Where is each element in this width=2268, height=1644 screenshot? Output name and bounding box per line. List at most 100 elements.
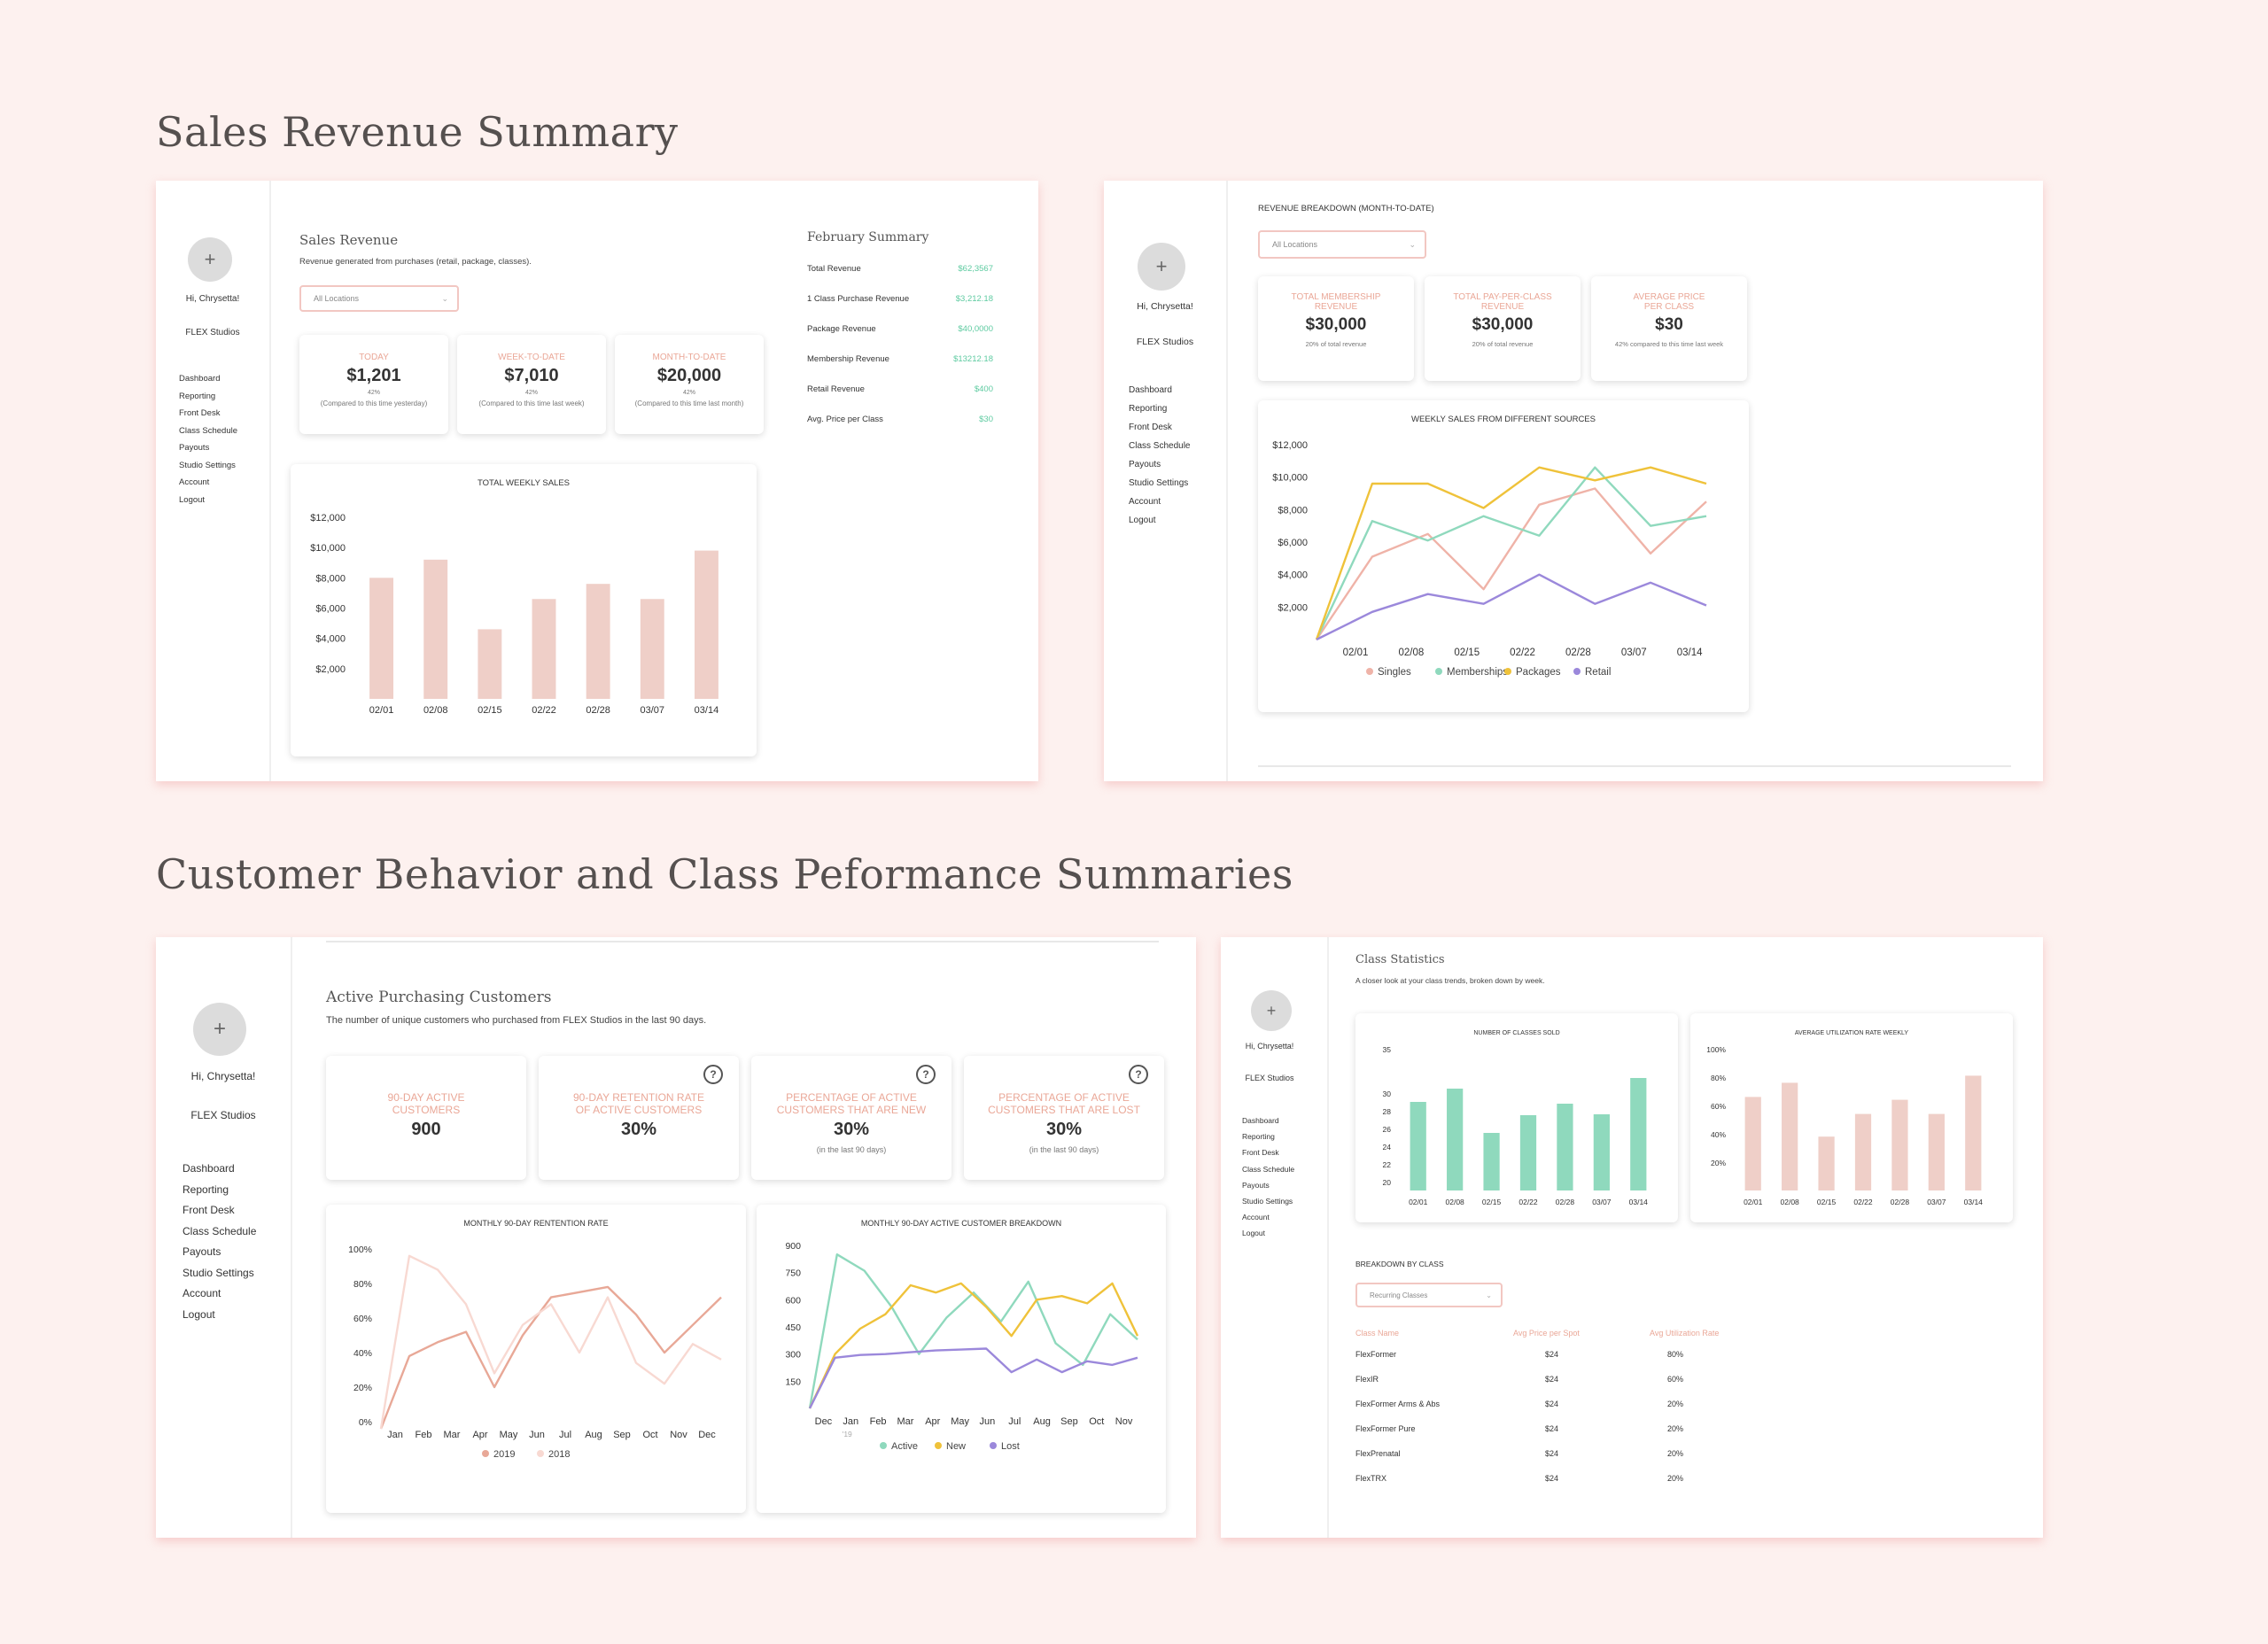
bar (1854, 1113, 1872, 1190)
legend-label: Packages (1516, 667, 1561, 678)
location-select[interactable]: All Locations ⌄ (299, 285, 459, 312)
chart-title: TOTAL WEEKLY SALES (478, 478, 570, 488)
nav-item-dashboard[interactable]: Dashboard (183, 1162, 235, 1175)
avatar[interactable]: + (1138, 243, 1185, 291)
greeting: Hi, Chrysetta! (190, 1070, 256, 1082)
summary-label: 1 Class Purchase Revenue (807, 294, 910, 304)
nav-item-reporting[interactable]: Reporting (183, 1183, 229, 1196)
sidebar: + Hi, Chrysetta! FLEX Studios Dashboard … (1221, 937, 1329, 1538)
y-tick-label: 35 (1383, 1045, 1392, 1054)
nav-item-front-desk[interactable]: Front Desk (1129, 423, 1172, 432)
nav-item-dashboard[interactable]: Dashboard (179, 374, 221, 384)
x-tick-label: 03/14 (695, 705, 719, 716)
active-breakdown-chart: MONTHLY 90-DAY ACTIVE CUSTOMER BREAKDOWN… (785, 1219, 1139, 1452)
nav-item-front-desk[interactable]: Front Desk (183, 1204, 235, 1216)
nav-item-logout[interactable]: Logout (179, 494, 206, 505)
avatar[interactable]: + (193, 1003, 246, 1056)
nav-item-logout[interactable]: Logout (1242, 1229, 1265, 1238)
studio-name: FLEX Studios (1245, 1074, 1294, 1082)
nav-item-front-desk[interactable]: Front Desk (179, 408, 221, 418)
nav-item-account[interactable]: Account (1129, 497, 1161, 507)
bar (1557, 1104, 1573, 1190)
nav-item-payouts[interactable]: Payouts (179, 443, 210, 453)
avg-utilization: 60% (1667, 1375, 1684, 1384)
location-select[interactable]: All Locations ⌄ (1258, 230, 1426, 259)
card-value: 30% (833, 1120, 870, 1139)
y-tick-label: $10,000 (310, 543, 346, 554)
nav-item-reporting[interactable]: Reporting (1129, 404, 1168, 414)
legend-label: Singles (1378, 667, 1411, 678)
series-line (1316, 573, 1707, 641)
nav-item-class-schedule[interactable]: Class Schedule (1242, 1164, 1295, 1174)
bar (1782, 1082, 1798, 1190)
nav-item-studio-settings[interactable]: Studio Settings (1129, 478, 1189, 488)
nav-item-studio-settings[interactable]: Studio Settings (183, 1266, 254, 1279)
chart-card-avg-utilization: AVERAGE UTILIZATION RATE WEEKLY 20% 40% 60%… (1690, 1013, 2013, 1222)
column-header: Avg Utilization Rate (1650, 1329, 1720, 1338)
bar (532, 599, 556, 699)
section-subtitle: Revenue generated from purchases (retail… (299, 257, 532, 267)
bar (1593, 1114, 1610, 1190)
help-icon[interactable]: ? (703, 1065, 723, 1084)
bar (478, 629, 502, 699)
nav-item-class-schedule[interactable]: Class Schedule (1129, 441, 1191, 451)
y-tick-label: 450 (785, 1322, 801, 1333)
nav-item-studio-settings[interactable]: Studio Settings (1242, 1197, 1293, 1206)
section-title: Active Purchasing Customers (326, 989, 552, 1006)
legend-label: 2019 (493, 1449, 515, 1460)
nav-item-reporting[interactable]: Reporting (179, 391, 216, 401)
nav-item-front-desk[interactable]: Front Desk (1242, 1148, 1279, 1158)
help-icon[interactable]: ? (1129, 1065, 1148, 1084)
revenue-breakdown-panel: + Hi, Chrysetta! FLEX Studios Dashboard … (1104, 181, 2043, 781)
nav-item-logout[interactable]: Logout (183, 1307, 215, 1321)
y-tick-label: $10,000 (1272, 473, 1308, 484)
y-tick-label: 26 (1383, 1125, 1392, 1134)
avatar[interactable]: + (188, 237, 232, 282)
y-tick-label: 100% (1706, 1045, 1726, 1054)
nav-item-reporting[interactable]: Reporting (1242, 1132, 1275, 1142)
x-tick-label: Apr (925, 1416, 940, 1427)
nav-item-account[interactable]: Account (1242, 1213, 1270, 1222)
summary-value: $62,3567 (958, 264, 993, 274)
summary-label: Package Revenue (807, 324, 876, 334)
nav-item-payouts[interactable]: Payouts (1242, 1180, 1270, 1190)
card-value: $30 (1655, 315, 1683, 334)
nav-item-class-schedule[interactable]: Class Schedule (183, 1224, 257, 1237)
x-tick-label: Oct (1089, 1416, 1104, 1427)
summary-row: Retail Revenue $400 (807, 384, 993, 394)
summary-row: Total Revenue $62,3567 (807, 264, 993, 274)
nav-item-studio-settings[interactable]: Studio Settings (179, 460, 236, 470)
card-note: 42% compared to this time last week (1614, 340, 1724, 348)
nav-item-account[interactable]: Account (183, 1287, 221, 1299)
nav-item-account[interactable]: Account (179, 477, 210, 487)
card-value: 900 (411, 1120, 441, 1139)
series-line (1315, 466, 1707, 640)
nav-item-class-schedule[interactable]: Class Schedule (179, 425, 238, 436)
nav-item-dashboard[interactable]: Dashboard (1129, 385, 1172, 395)
x-tick-label: Jul (1008, 1416, 1021, 1427)
nav-item-logout[interactable]: Logout (1129, 516, 1156, 525)
section-title: Class Statistics (1355, 953, 1445, 966)
class-type-select[interactable]: Recurring Classes ⌄ (1355, 1283, 1503, 1307)
y-tick-label: 24 (1383, 1143, 1392, 1152)
nav-item-payouts[interactable]: Payouts (1129, 460, 1161, 469)
bar (1447, 1089, 1464, 1190)
y-tick-label: 20% (353, 1383, 372, 1393)
card-label: CUSTOMERS THAT ARE NEW (776, 1104, 927, 1116)
y-tick-label: $12,000 (310, 513, 346, 523)
y-tick-label: 40% (1711, 1130, 1726, 1139)
x-tick-label: 02/15 (1482, 1198, 1502, 1206)
stat-card-active-customers: 90-DAY ACTIVE CUSTOMERS 900 (326, 1056, 526, 1180)
help-icon[interactable]: ? (916, 1065, 936, 1084)
x-tick-label: 03/14 (1677, 648, 1703, 658)
legend-swatch (1573, 668, 1581, 675)
y-tick-label: $8,000 (315, 573, 346, 584)
class-name: FlexFormer Pure (1355, 1424, 1416, 1433)
chevron-down-icon: ⌄ (1486, 1291, 1492, 1299)
weekly-sales-sources-chart: WEEKLY SALES FROM DIFFERENT SOURCES $2,00… (1272, 415, 1707, 678)
nav-item-dashboard[interactable]: Dashboard (1242, 1116, 1279, 1125)
nav-item-payouts[interactable]: Payouts (183, 1245, 221, 1258)
avg-price: $24 (1545, 1449, 1559, 1458)
legend-swatch (1366, 668, 1373, 675)
avatar[interactable]: + (1251, 990, 1292, 1031)
